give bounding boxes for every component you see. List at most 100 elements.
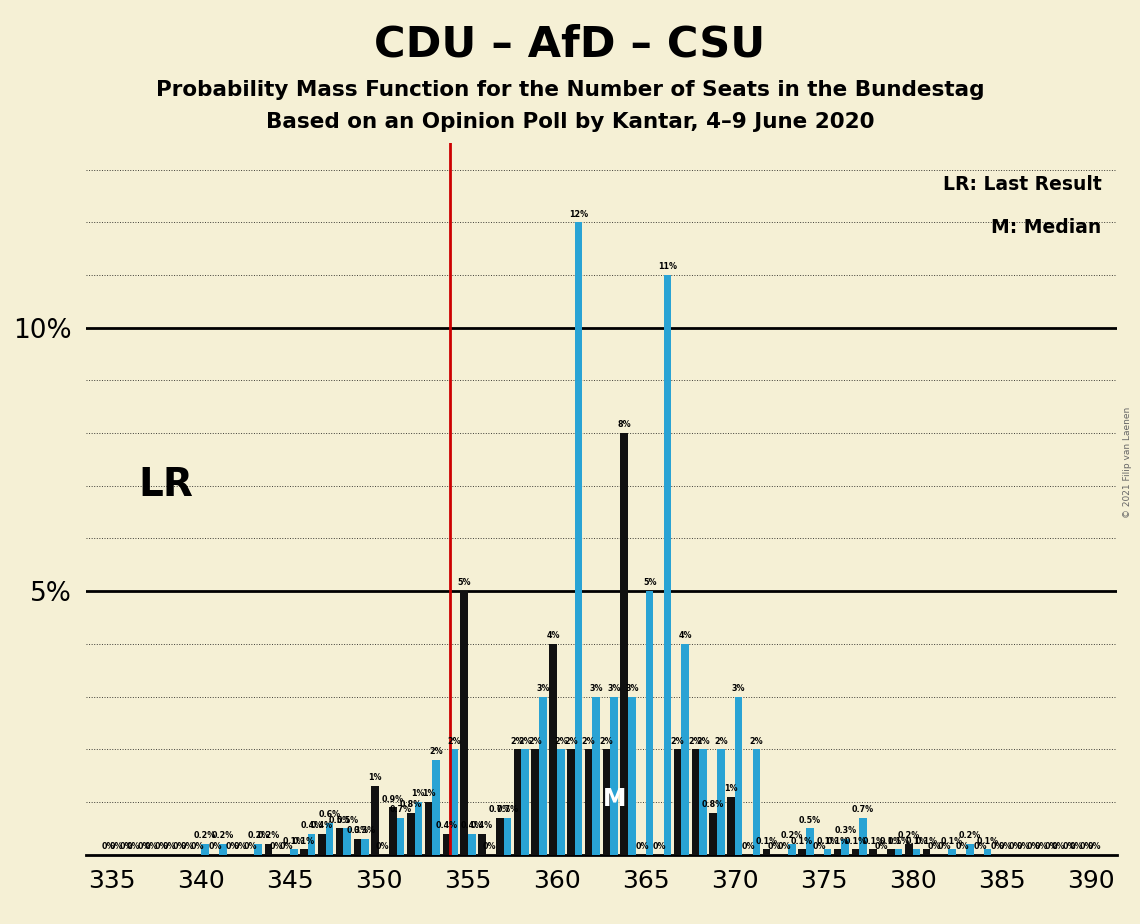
Bar	[467, 833, 475, 855]
Text: 0.1%: 0.1%	[826, 837, 848, 845]
Bar	[620, 433, 628, 855]
Text: 0%: 0%	[955, 842, 969, 851]
Bar	[913, 849, 920, 855]
Text: 0%: 0%	[777, 842, 791, 851]
Text: 0%: 0%	[173, 842, 186, 851]
Text: 2%: 2%	[750, 736, 763, 746]
Bar	[948, 849, 955, 855]
Text: 1%: 1%	[368, 773, 382, 783]
Bar	[521, 749, 529, 855]
Text: 0%: 0%	[145, 842, 158, 851]
Text: 0%: 0%	[209, 842, 222, 851]
Bar	[326, 823, 333, 855]
Text: 0%: 0%	[1088, 842, 1101, 851]
Text: 0%: 0%	[767, 842, 781, 851]
Text: 5%: 5%	[643, 578, 657, 588]
Bar	[895, 849, 903, 855]
Text: 2%: 2%	[670, 736, 684, 746]
Text: 2%: 2%	[689, 736, 702, 746]
Text: 3%: 3%	[625, 684, 638, 693]
Bar	[692, 749, 699, 855]
Text: 0.5%: 0.5%	[336, 816, 358, 824]
Text: 0%: 0%	[109, 842, 123, 851]
Text: 4%: 4%	[546, 631, 560, 640]
Text: 0.2%: 0.2%	[258, 832, 279, 841]
Bar	[575, 223, 583, 855]
Bar	[709, 812, 717, 855]
Text: 11%: 11%	[658, 262, 677, 272]
Text: 0.1%: 0.1%	[283, 837, 304, 845]
Bar	[201, 845, 209, 855]
Bar	[610, 697, 618, 855]
Text: 0.1%: 0.1%	[977, 837, 999, 845]
Text: 0.8%: 0.8%	[400, 800, 422, 808]
Text: 0.2%: 0.2%	[212, 832, 234, 841]
Text: 0.7%: 0.7%	[496, 805, 519, 814]
Bar	[699, 749, 707, 855]
Text: 3%: 3%	[536, 684, 549, 693]
Bar	[824, 849, 831, 855]
Text: 0%: 0%	[483, 842, 496, 851]
Text: 2%: 2%	[447, 736, 461, 746]
Text: 0%: 0%	[155, 842, 169, 851]
Text: 0.7%: 0.7%	[390, 805, 412, 814]
Text: 0.2%: 0.2%	[959, 832, 980, 841]
Text: 0.5%: 0.5%	[799, 816, 821, 824]
Bar	[264, 845, 272, 855]
Text: 0%: 0%	[999, 842, 1012, 851]
Text: 0%: 0%	[742, 842, 756, 851]
Text: 0.3%: 0.3%	[347, 826, 368, 835]
Bar	[478, 833, 486, 855]
Text: CDU – AfD – CSU: CDU – AfD – CSU	[374, 23, 766, 65]
Text: 0%: 0%	[1009, 842, 1023, 851]
Text: 2%: 2%	[554, 736, 568, 746]
Text: 2%: 2%	[511, 736, 524, 746]
Text: 0.3%: 0.3%	[834, 826, 856, 835]
Text: 0.1%: 0.1%	[862, 837, 885, 845]
Bar	[461, 591, 467, 855]
Bar	[806, 828, 814, 855]
Bar	[308, 833, 316, 855]
Bar	[539, 697, 547, 855]
Bar	[254, 845, 262, 855]
Text: 0%: 0%	[874, 842, 888, 851]
Bar	[841, 839, 849, 855]
Bar	[514, 749, 521, 855]
Bar	[922, 849, 930, 855]
Text: 0%: 0%	[376, 842, 390, 851]
Text: 0.8%: 0.8%	[702, 800, 724, 808]
Bar	[442, 833, 450, 855]
Bar	[361, 839, 369, 855]
Text: 0%: 0%	[244, 842, 258, 851]
Text: 0.7%: 0.7%	[852, 805, 874, 814]
Bar	[496, 818, 504, 855]
Text: 0%: 0%	[635, 842, 649, 851]
Text: 0%: 0%	[127, 842, 140, 851]
Text: © 2021 Filip van Laenen: © 2021 Filip van Laenen	[1123, 407, 1132, 517]
Text: 0%: 0%	[813, 842, 826, 851]
Bar	[450, 749, 458, 855]
Text: 2%: 2%	[600, 736, 613, 746]
Text: M: Median: M: Median	[992, 218, 1101, 237]
Text: 0.9%: 0.9%	[382, 795, 404, 804]
Text: LR: Last Result: LR: Last Result	[943, 176, 1101, 194]
Bar	[682, 644, 689, 855]
Bar	[290, 849, 298, 855]
Text: 0.1%: 0.1%	[888, 837, 910, 845]
Bar	[603, 749, 610, 855]
Bar	[752, 749, 760, 855]
Bar	[425, 802, 432, 855]
Text: 2%: 2%	[581, 736, 595, 746]
Text: 0%: 0%	[928, 842, 940, 851]
Text: 1%: 1%	[422, 789, 435, 798]
Text: 0%: 0%	[1034, 842, 1048, 851]
Text: 0.5%: 0.5%	[328, 816, 351, 824]
Text: 0%: 0%	[1062, 842, 1076, 851]
Text: 0.7%: 0.7%	[489, 805, 511, 814]
Text: 0%: 0%	[101, 842, 115, 851]
Bar	[593, 697, 600, 855]
Bar	[887, 849, 895, 855]
Bar	[674, 749, 682, 855]
Text: 0%: 0%	[1080, 842, 1093, 851]
Bar	[735, 697, 742, 855]
